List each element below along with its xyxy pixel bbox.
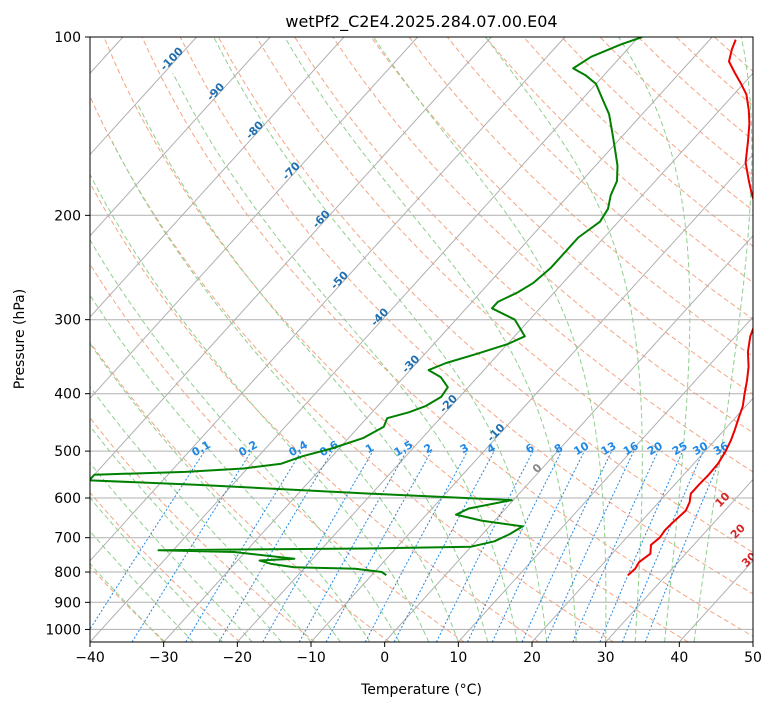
axes: −40 −30 −20 −10 0 10 20 30 40 50 100 200 300 400 500 60… [45,30,762,666]
dry-adiabat [408,37,753,357]
dry-adiabat [90,417,316,642]
isotherm-line [457,316,753,642]
y-tick-label: 500 [54,444,81,460]
dry-adiabat [90,263,465,642]
mixing-ratio-line [185,450,302,642]
x-tick-label: 0 [380,650,389,666]
temperature-line [627,39,753,576]
x-axis-label: Temperature (°C) [360,682,482,698]
x-tick-label: 50 [744,650,762,666]
dewpoint-line [90,37,643,577]
mixing-ratio-line [491,450,585,642]
dry-adiabat [446,37,753,320]
isotherm-line [163,37,713,642]
moist-adiabat [90,294,371,642]
moist-adiabat [90,342,341,642]
x-tick-label: 40 [670,650,688,666]
moist-adiabat [90,562,165,642]
mixing-ratio-line [545,450,635,642]
moist-adiabat [90,462,253,642]
moist-adiabat [90,425,282,642]
x-tick-label: 10 [449,650,467,666]
moist-adiabat [373,37,607,642]
pressure-grid [90,37,753,630]
moist-adiabat [213,37,548,642]
y-tick-label: 300 [54,313,81,329]
moist-adiabat [90,173,430,642]
mixing-ratio-line [262,450,374,642]
moist-adiabat [137,104,489,642]
mixing-ratio-line [644,450,725,642]
isotherm-line [605,478,753,642]
chart-title: wetPf2_C2E4.2025.284.07.00.E04 [285,12,557,32]
isotherm-line [90,37,418,400]
y-tick-label: 400 [54,387,81,403]
y-tick-label: 1000 [45,622,81,638]
x-tick-label: 30 [597,650,615,666]
x-tick-label: 20 [523,650,541,666]
y-tick-label: 600 [54,491,81,507]
moist-adiabat [172,72,518,642]
plot-frame [89,36,754,643]
isotherm-line [90,37,271,237]
isotherm-line [90,37,197,156]
mixing-ratio-line [621,450,704,642]
mixing-ratio-line [435,450,534,642]
background-lines [90,37,753,642]
isotherm-line [384,235,753,642]
x-tick-label: −40 [75,650,105,666]
dry-adiabat [179,37,753,595]
dry-adiabat [90,95,614,642]
y-tick-label: 200 [54,208,81,224]
isotherm-line [310,153,753,642]
moist-adiabat [693,37,753,642]
x-tick-label: −20 [223,650,253,666]
y-tick-label: 800 [54,565,81,581]
moist-adiabat [618,37,691,642]
x-tick-label: −30 [149,650,179,666]
mixing-ratio-line [572,450,659,642]
mixing-ratio-line [364,450,469,642]
dry-adiabat [90,566,166,642]
isotherm-line [90,37,566,562]
x-tick-label: −10 [296,650,326,666]
moist-adiabat [485,37,643,642]
moist-adiabat [284,37,577,642]
mixing-ratio-line [467,450,563,642]
dry-adiabat [90,341,390,642]
dry-adiabat [332,37,753,434]
isotherm-line [90,37,345,318]
isotherm-line [236,72,753,642]
mixing-ratio-line [521,450,613,642]
dry-adiabat [217,37,753,553]
moist-adiabat [90,497,223,642]
y-axis-label: Pressure (hPa) [12,289,28,389]
isotherm-line [90,37,492,481]
isotherm-line [531,397,753,642]
moist-adiabat [90,385,312,642]
isotherm-line [90,37,639,642]
y-tick-label: 700 [54,531,81,547]
mixing-ratio-line [599,450,684,642]
y-tick-label: 900 [54,595,81,611]
dry-adiabat [256,37,753,513]
sounding-series [90,37,753,577]
moist-adiabat [90,238,400,642]
mixing-ratio-line [90,450,206,631]
dry-adiabat [90,181,540,642]
mixing-ratio-line [131,450,252,642]
y-tick-label: 100 [54,30,81,46]
